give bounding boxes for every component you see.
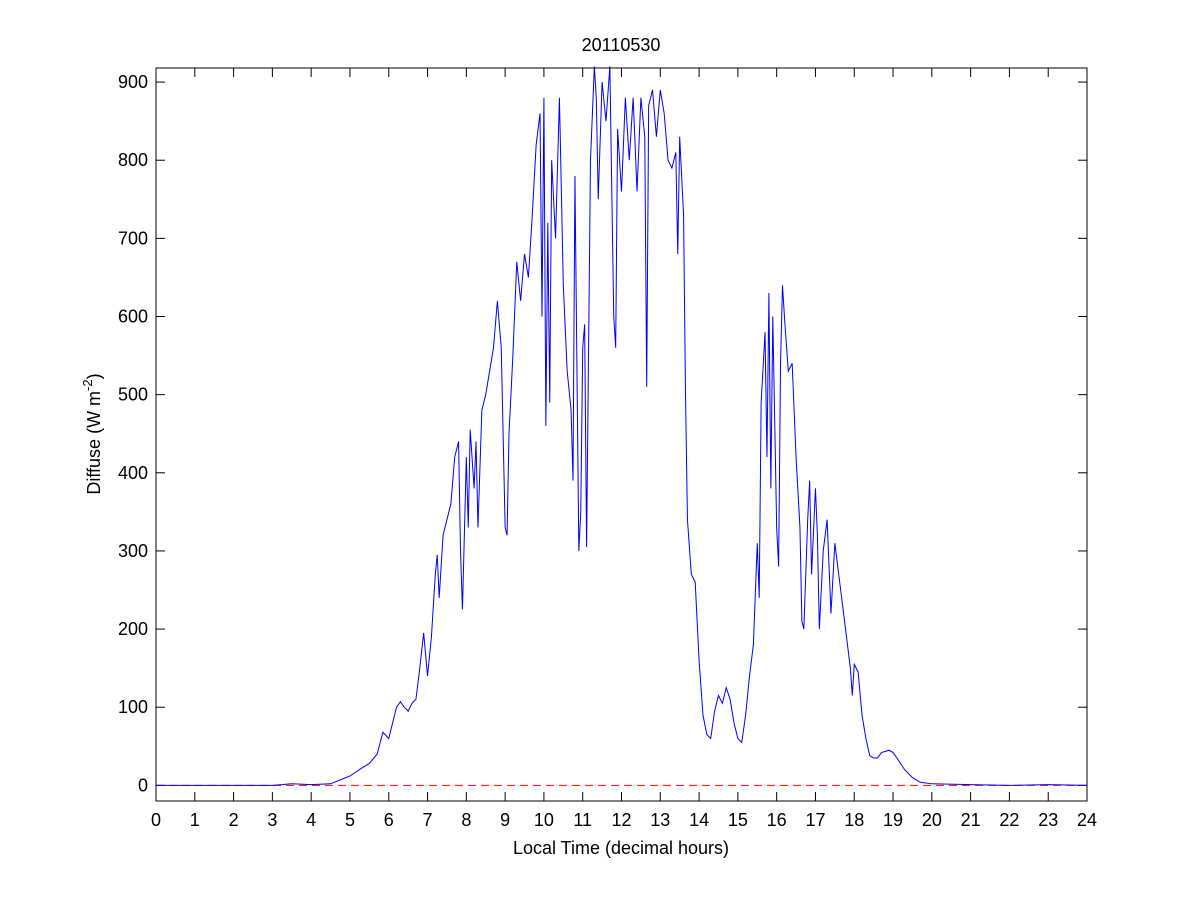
x-tick-label: 14 [689, 810, 709, 830]
x-tick-label: 21 [961, 810, 981, 830]
x-tick-label: 22 [999, 810, 1019, 830]
x-tick-label: 15 [728, 810, 748, 830]
y-tick-label: 400 [118, 463, 148, 483]
y-tick-label: 100 [118, 697, 148, 717]
x-tick-label: 19 [883, 810, 903, 830]
x-tick-label: 12 [611, 810, 631, 830]
x-tick-label: 18 [844, 810, 864, 830]
y-tick-label: 0 [138, 775, 148, 795]
y-label-sup: -2 [80, 379, 95, 391]
data-line [156, 66, 1088, 786]
x-tick-label: 0 [151, 810, 161, 830]
x-tick-label: 2 [229, 810, 239, 830]
y-label-end: ) [84, 373, 104, 379]
y-axis-label: Diffuse (W m-2) [80, 373, 104, 494]
y-tick-label: 500 [118, 385, 148, 405]
x-tick-label: 3 [267, 810, 277, 830]
x-tick-label: 10 [534, 810, 554, 830]
x-tick-label: 11 [573, 810, 592, 830]
y-tick-label: 900 [118, 72, 148, 92]
x-tick-label: 24 [1077, 810, 1097, 830]
y-tick-label: 200 [118, 619, 148, 639]
y-tick-label: 800 [118, 150, 148, 170]
x-tick-label: 4 [306, 810, 316, 830]
x-tick-label: 20 [922, 810, 942, 830]
y-tick-label: 300 [118, 541, 148, 561]
x-tick-label: 13 [650, 810, 670, 830]
x-tick-label: 9 [500, 810, 510, 830]
y-label-text: Diffuse (W m [84, 391, 104, 495]
x-tick-label: 6 [384, 810, 394, 830]
x-tick-label: 8 [461, 810, 471, 830]
x-axis-label: Local Time (decimal hours) [513, 838, 729, 858]
chart-title: 20110530 [582, 35, 661, 55]
y-tick-label: 700 [118, 228, 148, 248]
x-tick-label: 17 [805, 810, 825, 830]
x-tick-label: 1 [190, 810, 200, 830]
x-tick-label: 16 [767, 810, 787, 830]
x-tick-label: 23 [1038, 810, 1058, 830]
x-tick-label: 7 [423, 810, 433, 830]
x-tick-label: 5 [345, 810, 355, 830]
y-tick-label: 600 [118, 307, 148, 327]
plot-frame [155, 67, 1088, 802]
